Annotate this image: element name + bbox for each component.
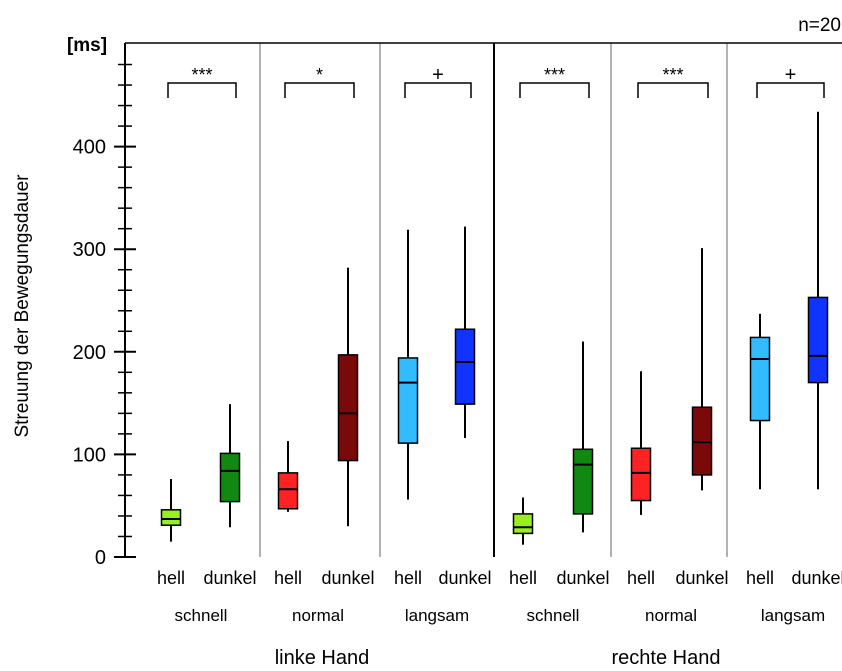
significance-marker: +	[432, 64, 444, 86]
condition-label: hell	[157, 568, 185, 588]
significance-marker: ***	[662, 65, 683, 85]
category-labels: hell dunkel hell dunkel hell dunkel hell dunkel…	[157, 568, 842, 625]
box-7	[572, 448, 594, 515]
y-axis-title: Streuung der Bewegungsdauer	[12, 174, 33, 438]
condition-label: dunkel	[321, 568, 374, 588]
unit-label: [ms]	[67, 35, 107, 56]
y-tick-label: 300	[73, 239, 106, 261]
speed-label: normal	[645, 606, 697, 625]
box-4	[397, 357, 419, 444]
condition-label: dunkel	[438, 568, 491, 588]
panel-dividers	[259, 43, 728, 557]
box-9	[691, 406, 713, 476]
box-8	[630, 447, 652, 502]
y-tick-label: 0	[95, 547, 106, 569]
condition-label: dunkel	[791, 568, 842, 588]
condition-label: hell	[746, 568, 774, 588]
y-axis: 0 100 200 300 400	[73, 42, 842, 569]
significance-marker: *	[316, 65, 323, 85]
box-2	[277, 472, 299, 510]
significance-bracket	[756, 82, 825, 98]
box-0	[160, 509, 182, 526]
hand-label-right: rechte Hand	[612, 647, 721, 669]
y-tick-label: 200	[73, 342, 106, 364]
significance-bracket	[284, 82, 355, 98]
significance-bracket	[167, 82, 237, 98]
significance-bracket	[404, 82, 472, 98]
significance-marker: +	[785, 64, 797, 86]
n-label: n=20	[798, 15, 841, 36]
condition-label: dunkel	[203, 568, 256, 588]
speed-label: langsam	[405, 606, 469, 625]
condition-label: hell	[274, 568, 302, 588]
condition-label: hell	[509, 568, 537, 588]
boxes	[160, 111, 829, 545]
speed-label: langsam	[761, 606, 825, 625]
y-tick-label: 100	[73, 444, 106, 466]
condition-label: dunkel	[675, 568, 728, 588]
box-6	[512, 513, 534, 535]
condition-label: hell	[394, 568, 422, 588]
y-tick-label: 400	[73, 137, 106, 159]
significance-marker: ***	[191, 65, 212, 85]
speed-label: schnell	[527, 606, 580, 625]
significance-brackets: *** * + *** *** +	[167, 64, 825, 98]
significance-bracket	[519, 82, 590, 98]
box-5	[454, 328, 476, 405]
box-10	[749, 336, 771, 422]
speed-label: normal	[292, 606, 344, 625]
significance-bracket	[637, 82, 709, 98]
hand-label-left: linke Hand	[275, 647, 370, 669]
box-1	[219, 452, 241, 503]
condition-label: hell	[627, 568, 655, 588]
box-3	[337, 354, 359, 462]
speed-label: schnell	[175, 606, 228, 625]
significance-marker: ***	[544, 65, 565, 85]
box-11	[807, 296, 829, 384]
condition-label: dunkel	[556, 568, 609, 588]
